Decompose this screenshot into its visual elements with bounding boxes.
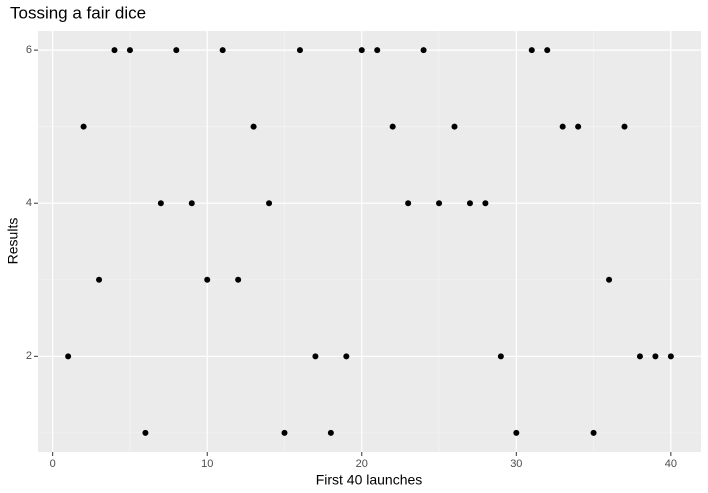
point xyxy=(312,353,319,360)
point xyxy=(343,353,350,360)
x-tick-label: 30 xyxy=(510,458,522,470)
point xyxy=(281,429,288,436)
x-tick-label: 40 xyxy=(665,458,677,470)
point xyxy=(235,276,242,283)
point xyxy=(420,47,427,54)
point xyxy=(374,47,381,54)
point xyxy=(559,123,566,130)
point xyxy=(219,47,226,54)
point xyxy=(513,429,520,436)
x-tick-label: 20 xyxy=(356,458,368,470)
y-tick-label: 6 xyxy=(26,44,32,56)
point xyxy=(327,429,334,436)
point xyxy=(96,276,103,283)
x-axis-label: First 40 launches xyxy=(316,472,423,488)
point xyxy=(389,123,396,130)
point xyxy=(80,123,87,130)
point xyxy=(667,353,674,360)
point xyxy=(575,123,582,130)
point xyxy=(482,200,489,207)
point xyxy=(250,123,257,130)
point xyxy=(652,353,659,360)
point xyxy=(296,47,303,54)
point xyxy=(451,123,458,130)
point xyxy=(204,276,211,283)
point xyxy=(188,200,195,207)
y-tick-label: 2 xyxy=(26,350,32,362)
point xyxy=(436,200,443,207)
point xyxy=(358,47,365,54)
x-tick-label: 0 xyxy=(50,458,56,470)
point xyxy=(466,200,473,207)
point xyxy=(266,200,273,207)
point xyxy=(142,429,149,436)
point xyxy=(590,429,597,436)
y-tick-label: 4 xyxy=(26,197,32,209)
point xyxy=(126,47,133,54)
x-tick-label: 10 xyxy=(201,458,213,470)
point xyxy=(405,200,412,207)
panel xyxy=(38,31,701,452)
point xyxy=(497,353,504,360)
point xyxy=(111,47,118,54)
point xyxy=(65,353,72,360)
point xyxy=(528,47,535,54)
point xyxy=(544,47,551,54)
point xyxy=(636,353,643,360)
point xyxy=(173,47,180,54)
point xyxy=(606,276,613,283)
chart-title: Tossing a fair dice xyxy=(10,3,146,22)
y-axis-label: Results xyxy=(5,218,21,265)
point xyxy=(621,123,628,130)
point xyxy=(157,200,164,207)
